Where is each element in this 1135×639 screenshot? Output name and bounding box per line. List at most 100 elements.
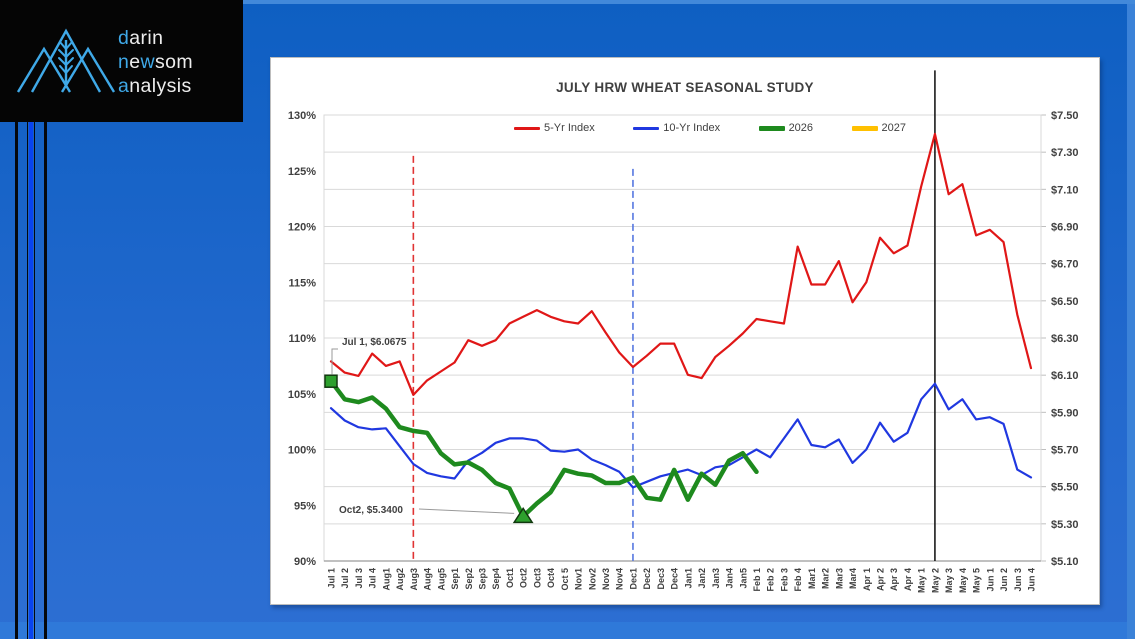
x-axis-label: Apr 1 bbox=[862, 568, 872, 591]
x-axis-label: Nov3 bbox=[601, 568, 611, 590]
right-axis-label: $6.90 bbox=[1051, 222, 1079, 234]
logo-line: analysis bbox=[118, 75, 192, 97]
annotation-oct2: Oct2, $5.3400 bbox=[339, 505, 403, 516]
legend-swatch bbox=[758, 125, 785, 131]
logo-line: darin bbox=[118, 27, 164, 49]
right-axis-label: $7.30 bbox=[1051, 147, 1079, 159]
x-axis-label: Feb 4 bbox=[793, 568, 803, 592]
legend-item-5-yr-index: 5-Yr Index bbox=[514, 122, 595, 134]
right-axis-label: $5.30 bbox=[1051, 519, 1079, 531]
x-axis-label: Jan1 bbox=[683, 568, 693, 589]
left-axis-label: 95% bbox=[294, 500, 316, 512]
x-axis-label: Aug2 bbox=[395, 568, 405, 591]
right-axis-label: $6.70 bbox=[1051, 259, 1079, 271]
x-axis-label: Jan5 bbox=[738, 568, 748, 589]
legend-item-2026: 2026 bbox=[758, 122, 814, 134]
x-axis-label: Mar3 bbox=[834, 568, 844, 589]
decorative-line bbox=[34, 122, 35, 639]
x-axis-label: Sep4 bbox=[491, 568, 501, 590]
legend-item-2027: 2027 bbox=[851, 122, 906, 134]
left-axis-label: 125% bbox=[288, 166, 316, 178]
brand-logo: darin newsom analysis bbox=[0, 0, 243, 122]
right-axis-label: $5.90 bbox=[1051, 407, 1079, 419]
left-axis-label: 90% bbox=[294, 556, 316, 568]
x-axis-label: Dec2 bbox=[642, 568, 652, 590]
x-axis-label: Aug5 bbox=[436, 568, 446, 591]
seasonal-chart: $7.50 $7.30 $7.10 $6.90 $6.70 $6.50 $6.30 $6.10… bbox=[288, 70, 1079, 593]
chart-card: $7.50 $7.30 $7.10 $6.90 $6.70 $6.50 $6.30 $6.10… bbox=[270, 57, 1100, 605]
x-axis-label: Sep1 bbox=[450, 568, 460, 590]
x-axis-label: Jul 3 bbox=[354, 568, 364, 589]
x-axis-label: Jun 2 bbox=[999, 568, 1009, 592]
x-axis-label: May 3 bbox=[944, 568, 954, 593]
right-axis-label: $5.10 bbox=[1051, 556, 1079, 568]
left-axis-label: 100% bbox=[288, 445, 316, 457]
x-axis-label: Oct3 bbox=[532, 568, 542, 588]
logo-text: darin newsom analysis bbox=[118, 26, 193, 98]
x-axis-label: Mar2 bbox=[821, 568, 831, 589]
x-axis-label: Jul 2 bbox=[340, 568, 350, 589]
start-marker-square bbox=[324, 374, 338, 388]
x-axis-label: Jul 1 bbox=[327, 568, 337, 589]
series-5-yr-index bbox=[329, 132, 1033, 396]
mountains-wheat-icon bbox=[16, 28, 116, 93]
annotation-leader bbox=[331, 348, 338, 375]
logo-line: newsom bbox=[118, 51, 194, 73]
x-axis-label: Dec4 bbox=[670, 568, 680, 590]
x-axis-label: Sep3 bbox=[477, 568, 487, 590]
legend-item-10-yr-index: 10-Yr Index bbox=[633, 122, 720, 134]
x-axis-label: Oct4 bbox=[546, 568, 556, 588]
annotation-jul1: Jul 1, $6.0675 bbox=[342, 337, 407, 348]
right-axis-label: $6.50 bbox=[1051, 296, 1079, 308]
legend-label: 10-Yr Index bbox=[663, 122, 721, 134]
x-axis-label: May 1 bbox=[917, 568, 927, 593]
low-marker-triangle bbox=[512, 507, 534, 524]
left-axis-label: 130% bbox=[288, 110, 316, 122]
right-axis-label: $7.50 bbox=[1051, 110, 1079, 122]
chart-legend: 5-Yr Index 10-Yr Index 2026 2027 bbox=[514, 122, 906, 134]
legend-label: 5-Yr Index bbox=[544, 122, 595, 134]
top-accent-strip bbox=[0, 0, 1135, 4]
x-axis-label: Feb 2 bbox=[766, 568, 776, 592]
legend-swatch bbox=[633, 126, 660, 130]
right-accent-strip bbox=[1127, 4, 1135, 639]
legend-label: 2027 bbox=[881, 122, 906, 134]
x-axis-label: Oct 5 bbox=[560, 568, 570, 591]
left-axis-label: 120% bbox=[288, 222, 316, 234]
series-10-yr-index bbox=[329, 382, 1033, 489]
x-axis-label: Jan4 bbox=[725, 568, 735, 589]
x-axis-label: Sep2 bbox=[464, 568, 474, 590]
x-axis-label: Feb 3 bbox=[779, 568, 789, 592]
x-axis-label: Nov2 bbox=[587, 568, 597, 590]
x-axis-label: Mar1 bbox=[807, 568, 817, 589]
x-axis-label: Jan2 bbox=[697, 568, 707, 589]
x-axis-label: Jan3 bbox=[711, 568, 721, 589]
right-axis-label: $5.70 bbox=[1051, 445, 1079, 457]
x-axis-label: Jun 1 bbox=[985, 568, 995, 592]
x-axis-label: May 2 bbox=[930, 568, 940, 593]
series-2026 bbox=[328, 378, 759, 519]
x-axis-label: May 5 bbox=[972, 568, 982, 593]
legend-label: 2026 bbox=[788, 122, 814, 134]
bottom-accent-strip bbox=[0, 622, 1135, 639]
left-axis-label: 110% bbox=[288, 333, 316, 345]
x-axis-label: May 4 bbox=[958, 568, 968, 593]
x-axis-label: Oct1 bbox=[505, 568, 515, 588]
right-axis-label: $7.10 bbox=[1051, 184, 1079, 196]
chart-title: JULY HRW WHEAT SEASONAL STUDY bbox=[556, 80, 814, 95]
x-axis-label: Feb 1 bbox=[752, 568, 762, 592]
right-axis-label: $6.30 bbox=[1051, 333, 1079, 345]
x-axis-label: Aug4 bbox=[423, 568, 433, 591]
left-axis-label: 105% bbox=[288, 389, 316, 401]
x-axis-label: Apr 3 bbox=[889, 568, 899, 591]
x-axis-label: Aug1 bbox=[381, 568, 391, 591]
x-axis-label: Apr 4 bbox=[903, 568, 913, 591]
x-axis-label: Apr 2 bbox=[876, 568, 886, 591]
legend-swatch bbox=[514, 126, 540, 130]
right-axis-label: $6.10 bbox=[1051, 370, 1079, 382]
x-axis-label: Aug3 bbox=[409, 568, 419, 591]
right-axis-label: $5.50 bbox=[1051, 482, 1079, 494]
x-axis-label: Jun 3 bbox=[1013, 568, 1023, 592]
x-axis-label: Dec1 bbox=[628, 568, 638, 590]
x-axis-label: Dec3 bbox=[656, 568, 666, 590]
